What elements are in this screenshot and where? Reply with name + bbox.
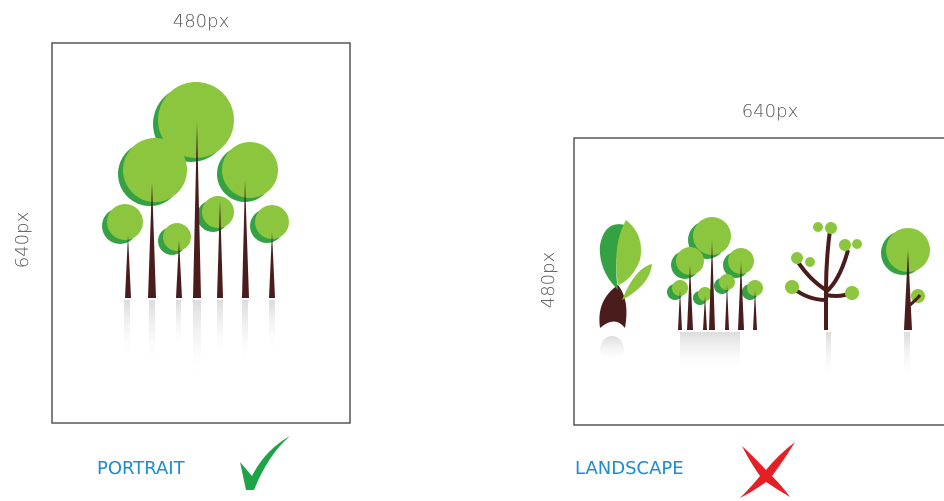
landscape-height-label: 480px bbox=[538, 252, 559, 308]
portrait-height-label: 640px bbox=[12, 212, 33, 268]
landscape-width-label: 640px bbox=[742, 101, 798, 122]
illustration: 480px 640px PORTRAIT 640px 480px bbox=[0, 0, 944, 501]
cross-mark bbox=[740, 442, 795, 498]
check-mark bbox=[240, 436, 290, 490]
page: 480px 640px PORTRAIT 640px 480px bbox=[0, 0, 944, 501]
portrait-caption: PORTRAIT bbox=[97, 458, 186, 479]
landscape-caption: LANDSCAPE bbox=[575, 458, 684, 479]
portrait-width-label: 480px bbox=[173, 11, 229, 32]
